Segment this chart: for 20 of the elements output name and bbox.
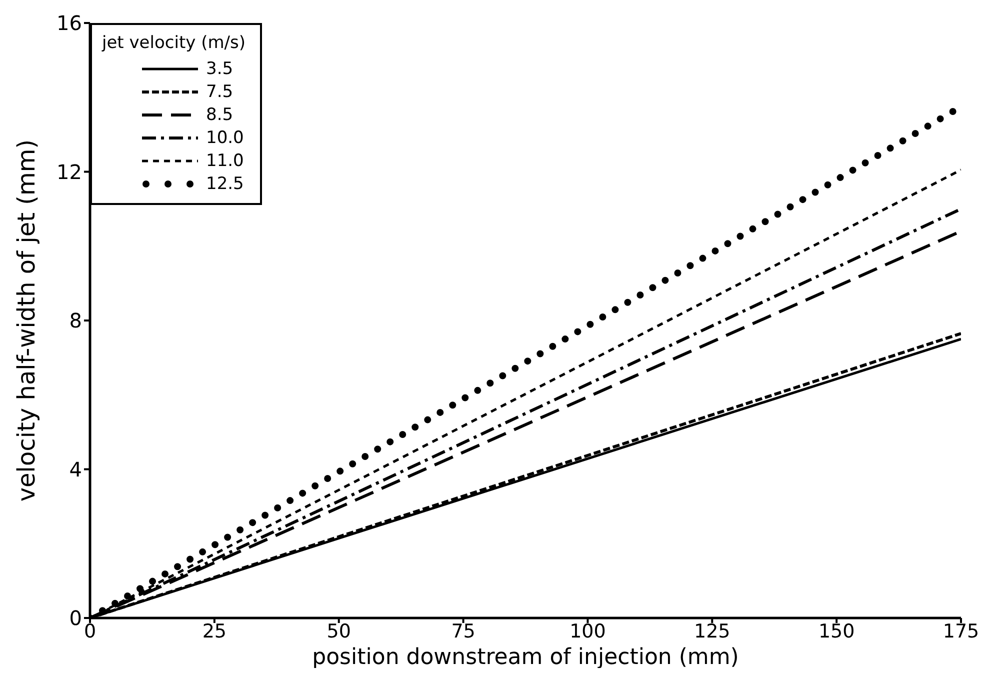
x-tick-label: 75 [451, 620, 476, 642]
legend-label: 7.5 [206, 82, 234, 102]
legend-title: jet velocity (m/s) [102, 33, 246, 53]
y-tick-label: 12 [56, 160, 82, 184]
y-tick-label: 16 [56, 11, 82, 36]
legend-label: 3.5 [206, 58, 234, 78]
y-tick-label: 4 [69, 457, 82, 482]
x-tick-label: 125 [694, 620, 730, 642]
legend-label: 12.5 [206, 174, 244, 194]
x-tick-label: 25 [202, 620, 227, 642]
legend-label: 8.5 [206, 104, 234, 124]
y-axis-title: velocity half-width of jet (mm) [12, 139, 41, 502]
x-tick-label: 175 [942, 620, 980, 642]
x-tick-label: 100 [570, 620, 606, 642]
x-tick-label: 150 [818, 620, 855, 642]
legend-label: 11.0 [206, 150, 244, 170]
x-tick-label: 50 [326, 620, 351, 642]
y-tick-label: 8 [69, 308, 82, 333]
x-tick-label: 0 [84, 620, 96, 642]
legend-label: 10.0 [206, 128, 244, 148]
